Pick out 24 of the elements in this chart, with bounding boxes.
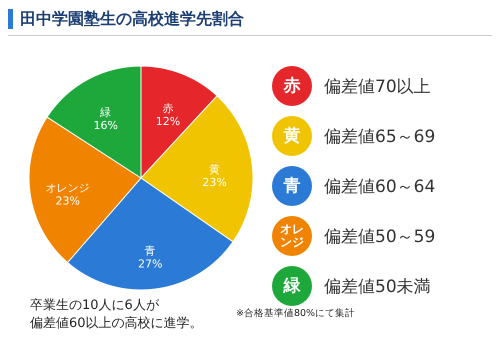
- slice-label: 青: [144, 244, 156, 258]
- data-label: 23%: [202, 176, 227, 189]
- slice-label: 黄: [209, 162, 220, 176]
- text: 卒業生の10人に6人が: [30, 298, 159, 313]
- legend-swatch: オレンジ: [272, 216, 312, 256]
- chart-title: 田中学園塾生の高校進学先割合: [8, 6, 492, 36]
- slice-label: 赤: [162, 102, 174, 116]
- legend-swatch: 赤: [272, 66, 312, 106]
- data-label: 23%: [55, 194, 80, 208]
- text: 偏差値65～69: [324, 126, 436, 148]
- legend-swatch: 青: [272, 166, 312, 206]
- legend-swatch: 緑: [272, 266, 312, 306]
- text: ※合格基準値80%にて集計: [236, 307, 356, 320]
- text: 偏差値60以上の高校に進学。: [30, 316, 203, 331]
- slice-label: 緑: [99, 106, 112, 119]
- text: 偏差値50未満: [324, 276, 431, 298]
- slice-label: オレンジ: [46, 181, 90, 194]
- text: 偏差値70以上: [324, 76, 431, 98]
- text: 偏差値60～64: [324, 176, 436, 198]
- data-label: 16%: [93, 118, 118, 132]
- data-label: 12%: [156, 115, 180, 128]
- legend-swatch: 黄: [272, 116, 312, 156]
- text: 偏差値50～59: [324, 226, 436, 248]
- data-label: 27%: [138, 257, 162, 270]
